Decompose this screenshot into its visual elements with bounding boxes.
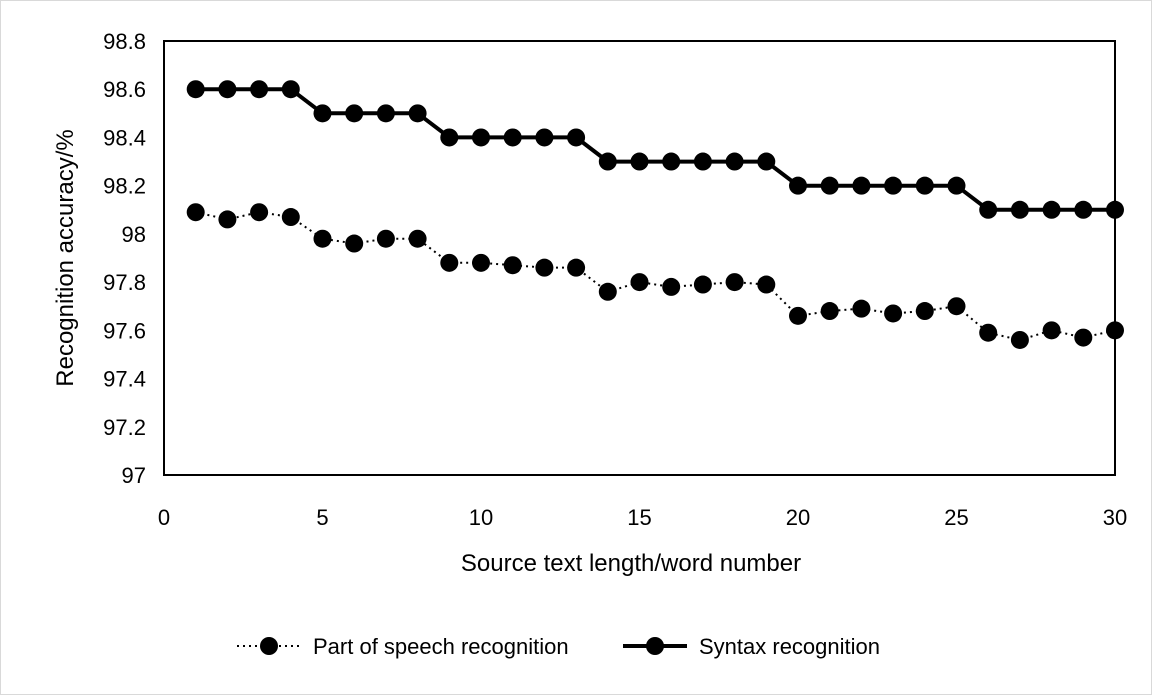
data-point-series-1 [725, 152, 744, 171]
y-tick-label: 97.6 [103, 318, 146, 343]
data-point-series-0 [915, 302, 934, 321]
y-tick-label: 98 [122, 222, 146, 247]
data-point-series-0 [662, 277, 681, 296]
y-tick-label: 97.8 [103, 270, 146, 295]
data-point-series-0 [757, 275, 776, 294]
data-point-series-0 [313, 229, 332, 248]
data-point-series-0 [598, 282, 617, 301]
data-point-series-1 [884, 176, 903, 195]
x-axis-tick-labels: 0 5 10 15 20 25 30 [158, 505, 1127, 530]
data-point-series-1 [503, 128, 522, 147]
data-point-series-1 [567, 128, 586, 147]
data-point-series-0 [408, 229, 427, 248]
y-axis-label: Recognition accuracy/% [52, 129, 79, 386]
data-point-series-1 [693, 152, 712, 171]
data-point-series-1 [789, 176, 807, 195]
y-tick-label: 98.4 [103, 125, 146, 150]
data-point-series-0 [345, 234, 364, 253]
series-line-1 [195, 87, 1115, 212]
data-point-series-1 [186, 80, 205, 99]
data-point-series-0 [250, 203, 269, 222]
data-point-series-0 [218, 210, 237, 229]
x-tick-label: 0 [158, 505, 170, 530]
data-point-series-1 [376, 104, 395, 123]
data-point-series-0 [884, 304, 903, 323]
data-point-series-0 [1106, 321, 1124, 340]
data-point-series-0 [630, 273, 649, 292]
data-point-series-0 [1074, 328, 1093, 347]
data-point-series-0 [947, 297, 966, 316]
y-tick-label: 97 [122, 463, 146, 488]
data-point-series-1 [630, 152, 649, 171]
data-point-series-1 [1074, 200, 1093, 219]
data-point-series-0 [852, 299, 871, 318]
series-line-0 [195, 211, 1116, 341]
plot-area [163, 40, 1116, 476]
data-point-series-0 [725, 273, 744, 292]
x-tick-label: 30 [1103, 505, 1127, 530]
y-tick-label: 97.4 [103, 367, 146, 392]
data-point-series-0 [789, 306, 807, 325]
data-point-series-0 [979, 323, 998, 342]
y-tick-label: 98.6 [103, 77, 146, 102]
data-point-series-1 [1042, 200, 1061, 219]
series-layer [186, 80, 1124, 349]
data-point-series-1 [979, 200, 998, 219]
data-point-series-1 [281, 80, 300, 99]
legend-label-part-of-speech: Part of speech recognition [313, 634, 569, 659]
data-point-series-1 [757, 152, 776, 171]
x-axis-label: Source text length/word number [461, 550, 801, 577]
data-point-series-1 [440, 128, 459, 147]
data-point-series-1 [218, 80, 237, 99]
legend-label-syntax: Syntax recognition [699, 634, 880, 659]
y-tick-label: 97.2 [103, 415, 146, 440]
y-tick-label: 98.8 [103, 29, 146, 54]
legend-marker-part-of-speech [260, 637, 278, 655]
data-point-series-0 [376, 229, 395, 248]
data-point-series-1 [472, 128, 490, 147]
data-point-series-1 [915, 176, 934, 195]
data-point-series-0 [186, 203, 205, 222]
x-tick-label: 20 [786, 505, 810, 530]
data-point-series-0 [281, 208, 300, 227]
data-point-series-1 [598, 152, 617, 171]
legend: Part of speech recognition Syntax recogn… [237, 634, 880, 659]
data-point-series-1 [535, 128, 554, 147]
y-axis-tick-labels: 97 97.2 97.4 97.6 97.8 98 98.2 98.4 98.6 98.8 [103, 29, 146, 488]
data-point-series-1 [852, 176, 871, 195]
data-point-series-0 [535, 258, 554, 277]
data-point-series-1 [313, 104, 332, 123]
legend-marker-syntax [646, 637, 664, 655]
data-point-series-1 [408, 104, 427, 123]
data-point-series-0 [693, 275, 712, 294]
x-tick-label: 5 [316, 505, 328, 530]
data-point-series-0 [1010, 330, 1029, 349]
x-tick-label: 25 [944, 505, 968, 530]
data-point-series-0 [820, 302, 839, 321]
data-point-series-0 [503, 256, 522, 275]
data-point-series-1 [345, 104, 364, 123]
data-point-series-1 [947, 176, 966, 195]
data-point-series-1 [820, 176, 839, 195]
data-point-series-1 [1010, 200, 1029, 219]
data-point-series-1 [1106, 200, 1124, 219]
data-point-series-0 [472, 253, 490, 272]
x-tick-label: 10 [469, 505, 493, 530]
data-point-series-0 [1042, 321, 1061, 340]
data-point-series-1 [662, 152, 681, 171]
x-tick-label: 15 [627, 505, 651, 530]
data-point-series-0 [567, 258, 586, 277]
data-point-series-1 [250, 80, 269, 99]
data-point-series-0 [440, 253, 459, 272]
y-tick-label: 98.2 [103, 174, 146, 199]
